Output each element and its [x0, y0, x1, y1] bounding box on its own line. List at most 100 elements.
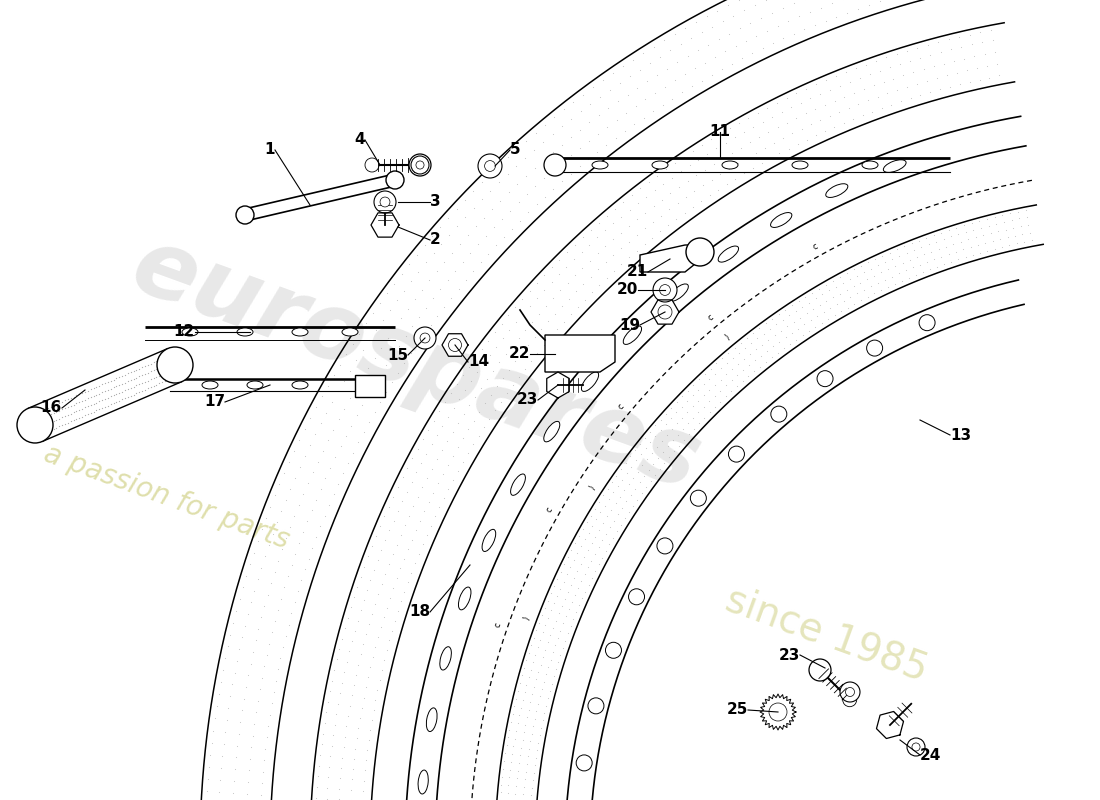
- Point: [763, 351, 781, 364]
- Point: [404, 452, 421, 465]
- Point: [319, 771, 337, 784]
- Point: [521, 663, 539, 676]
- Point: [119, 382, 136, 395]
- Polygon shape: [544, 335, 615, 372]
- Point: [798, 133, 815, 146]
- Text: c: c: [812, 242, 820, 251]
- Point: [492, 395, 509, 408]
- Point: [910, 234, 927, 247]
- Point: [852, 294, 870, 306]
- Polygon shape: [760, 694, 796, 730]
- Ellipse shape: [652, 161, 668, 169]
- Point: [210, 786, 228, 798]
- Point: [263, 626, 280, 638]
- Point: [85, 390, 102, 402]
- Point: [590, 109, 607, 122]
- Point: [518, 134, 536, 147]
- Point: [440, 228, 458, 241]
- Point: [712, 127, 729, 140]
- Point: [915, 248, 933, 261]
- Point: [1014, 228, 1032, 241]
- Point: [959, 233, 977, 246]
- Point: [568, 285, 585, 298]
- Point: [226, 666, 243, 679]
- Point: [162, 349, 179, 362]
- Point: [425, 414, 442, 427]
- Point: [516, 662, 534, 674]
- Point: [582, 223, 600, 236]
- Point: [322, 739, 340, 752]
- Point: [734, 375, 751, 388]
- Point: [65, 390, 82, 403]
- Point: [532, 323, 550, 336]
- Point: [925, 253, 943, 266]
- Point: [798, 107, 815, 120]
- Point: [419, 423, 437, 436]
- Point: [692, 194, 710, 207]
- Point: [905, 243, 923, 256]
- Point: [536, 172, 553, 185]
- Point: [480, 334, 497, 347]
- Point: [893, 274, 911, 287]
- Point: [657, 418, 674, 430]
- Point: [562, 167, 580, 180]
- Point: [706, 50, 724, 63]
- Point: [25, 415, 43, 428]
- Point: [460, 423, 477, 436]
- Text: 18: 18: [409, 605, 430, 619]
- Point: [594, 489, 612, 502]
- Point: [741, 348, 759, 361]
- Point: [333, 632, 351, 645]
- Point: [754, 338, 771, 351]
- Point: [888, 243, 905, 256]
- Point: [373, 578, 390, 590]
- Point: [386, 614, 404, 627]
- Point: [428, 453, 446, 466]
- Point: [53, 418, 70, 431]
- Point: [332, 762, 350, 774]
- Circle shape: [840, 682, 860, 702]
- Point: [122, 366, 140, 378]
- Point: [849, 2, 867, 15]
- Point: [328, 708, 345, 721]
- Point: [899, 80, 916, 93]
- Point: [652, 413, 670, 426]
- Point: [65, 398, 82, 411]
- Point: [495, 754, 513, 767]
- Point: [528, 673, 546, 686]
- Point: [531, 658, 549, 671]
- Point: [407, 524, 425, 537]
- Point: [145, 364, 163, 377]
- Point: [110, 394, 128, 407]
- Point: [703, 69, 720, 82]
- Point: [240, 776, 257, 789]
- Point: [359, 584, 376, 597]
- Point: [701, 189, 718, 202]
- Point: [94, 378, 111, 391]
- Point: [295, 526, 312, 538]
- Point: [147, 378, 165, 391]
- Point: [689, 44, 706, 57]
- Point: [960, 28, 978, 41]
- Circle shape: [920, 314, 935, 330]
- Point: [212, 762, 230, 774]
- Point: [968, 62, 986, 74]
- Point: [943, 230, 960, 243]
- Point: [359, 744, 376, 757]
- Point: [464, 185, 482, 198]
- Point: [869, 90, 887, 103]
- Point: [405, 500, 422, 513]
- Point: [451, 238, 469, 250]
- Point: [808, 310, 826, 322]
- Point: [429, 310, 447, 322]
- Point: [707, 142, 725, 154]
- Point: [668, 417, 685, 430]
- Point: [482, 167, 499, 180]
- Point: [22, 409, 40, 422]
- Point: [604, 531, 622, 544]
- Point: [88, 388, 106, 401]
- Point: [408, 249, 426, 262]
- Point: [156, 359, 174, 372]
- Text: 5: 5: [510, 142, 520, 158]
- Point: [793, 122, 811, 135]
